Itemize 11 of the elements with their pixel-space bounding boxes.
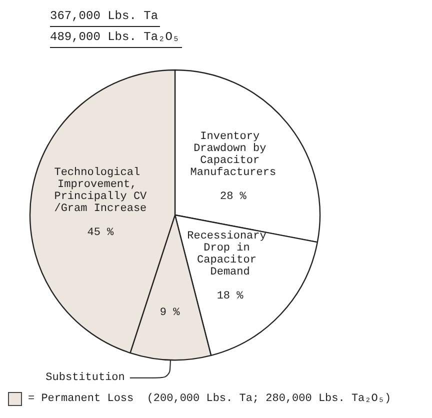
slice-label: Recessionary Drop in Capacitor Demand	[187, 230, 273, 279]
data-label: 28 %	[220, 190, 247, 203]
data-label: 18 %	[216, 290, 244, 303]
slice-label: Technological Improvement, Principally CV/Gram Increase	[54, 167, 148, 216]
chart-title: 367,000 Lbs. Ta	[50, 6, 160, 27]
slice-label: Substitution	[46, 372, 125, 384]
text: = Permanent Loss (200,000 Lbs. Ta; 280,000 Lbs. Ta₂O₅)	[28, 393, 392, 405]
slice-label: Inventory Drawdown by Capacitor Manufacturers	[190, 130, 276, 179]
data-label: 9 %	[160, 307, 180, 320]
chart-subtitle: 489,000 Lbs. Ta₂O₅	[50, 27, 182, 48]
data-label: 45 %	[87, 227, 114, 240]
